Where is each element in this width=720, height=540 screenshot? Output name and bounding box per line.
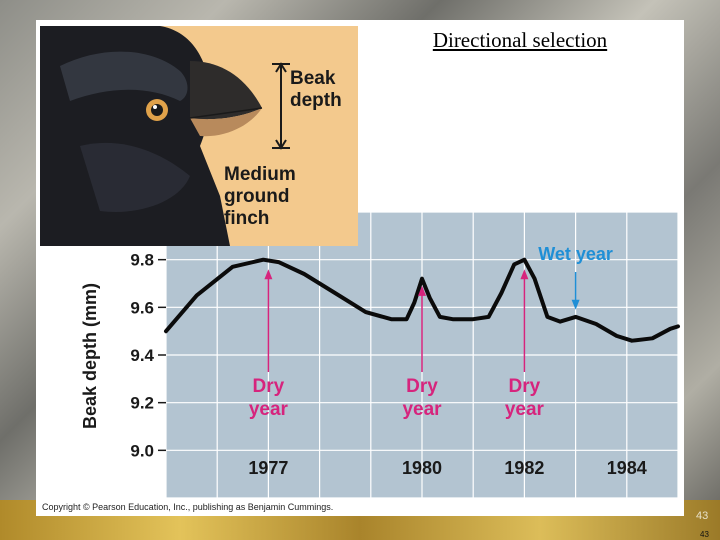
y-tick-label: 9.6 (130, 298, 154, 317)
annotation-label: year (402, 399, 442, 420)
annotation-label: year (505, 399, 545, 420)
up-arrow-icon (520, 269, 529, 280)
wet-year-annotation: Wet year (538, 244, 613, 310)
finch-illustration-panel: Beak depth Medium ground finch (40, 26, 358, 246)
page-number-footer: 43 (700, 530, 709, 539)
x-tick-layer: 1977 1980 1982 1984 (248, 458, 646, 478)
y-tick-label: 9.0 (130, 441, 154, 460)
beak-depth-label: Beak depth (290, 68, 342, 111)
beak-depth-line (164, 257, 680, 343)
annotation-label: Dry (253, 376, 285, 397)
down-arrow-icon (571, 299, 580, 310)
copyright-notice: Copyright © Pearson Education, Inc., pub… (42, 502, 334, 512)
annotation-label: Dry (406, 376, 438, 397)
up-arrow-icon (264, 269, 273, 280)
bird-name-label: Medium ground finch (224, 164, 296, 229)
x-tick-label: 1982 (504, 458, 544, 478)
y-axis-label: Beak depth (mm) (80, 283, 100, 429)
annotation-label: Dry (509, 376, 541, 397)
page-number: 43 (696, 510, 709, 522)
annotation-label: Wet year (538, 244, 613, 264)
x-tick-label: 1984 (607, 458, 647, 478)
x-tick-label: 1977 (248, 458, 288, 478)
slide-title: Directional selection (432, 28, 608, 52)
y-tick-label: 9.2 (130, 394, 154, 413)
y-tick-label: 9.8 (130, 251, 154, 270)
y-tick-label: 9.4 (130, 346, 154, 365)
annotation-label: year (249, 399, 289, 420)
finch-head-image (40, 26, 290, 246)
up-arrow-icon (418, 285, 426, 296)
x-tick-label: 1980 (402, 458, 442, 478)
